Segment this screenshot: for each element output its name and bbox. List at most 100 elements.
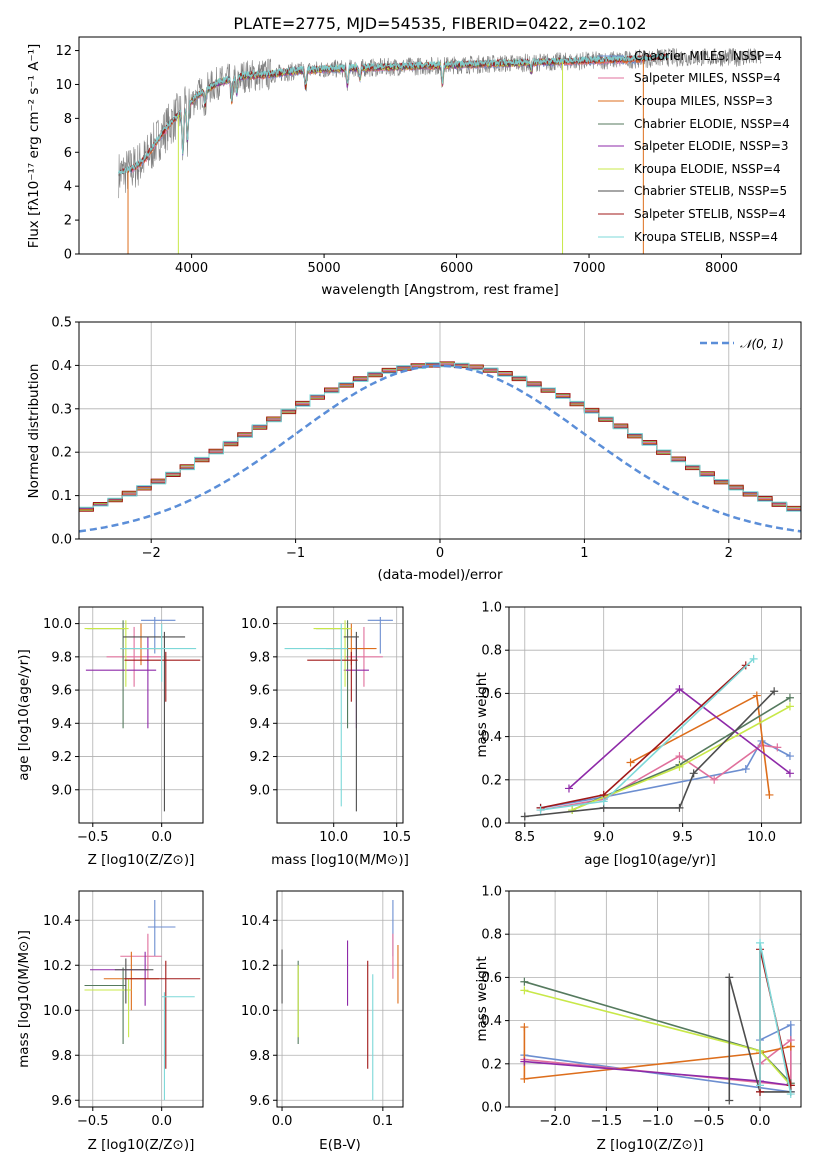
axes-frame: −0.5 0.0 9.0 9.2 9.4 9.6 9.8 10.0 [43, 606, 204, 845]
plot-area [281, 900, 399, 1101]
plot-area [520, 654, 794, 821]
weight-marker [689, 769, 698, 778]
x-tick-label: 8000 [705, 261, 738, 276]
plot-area [118, 47, 762, 254]
mass-vs-metallicity-chart: −0.5 0.0 9.6 9.8 10.0 10.2 10.4 [43, 890, 204, 1129]
weight-marker [741, 765, 750, 773]
plot-area [84, 900, 201, 1101]
weight-marker [675, 803, 684, 812]
x-tick-label: 10.5 [382, 830, 411, 845]
y-tick-label: 9.6 [51, 684, 72, 699]
y-tick-label: 9.8 [249, 1049, 270, 1064]
y-tick-label: 9.6 [51, 1094, 72, 1109]
y-tick-label: 10.0 [241, 617, 270, 632]
y-tick-label: 0.8 [481, 928, 502, 943]
y-tick-label: 8 [64, 112, 72, 127]
x-tick-label: 7000 [572, 261, 605, 276]
x-tick-label: −1 [286, 546, 305, 561]
weight-marker [786, 1020, 795, 1029]
y-tick-label: 0.2 [481, 773, 502, 788]
y-tick-label: 10.2 [43, 959, 72, 974]
axes-frame: 0.0 0.1 9.6 9.8 10.0 10.2 10.4 [241, 890, 404, 1129]
weight-marker [725, 1096, 734, 1105]
weight-vs-age-chart: 8.5 9.0 9.5 10.0 0.0 0.2 0.4 0.6 0.8 1.0 [481, 601, 802, 845]
model-spectrum [177, 57, 563, 154]
weight-marker [752, 691, 761, 700]
mass-z-xlabel: Z [log10(Z/Z⊙)] [88, 1137, 195, 1153]
axes-border [276, 890, 404, 1108]
x-tick-label: −0.5 [77, 1114, 109, 1129]
weight-marker [520, 986, 529, 995]
y-tick-label: 10.0 [43, 617, 72, 632]
legend-entry: Salpeter STELIB, NSSP=4 [634, 207, 786, 221]
weight-z-ylabel: mass weight [474, 956, 490, 1041]
model-spectrum [177, 57, 563, 155]
age-z-ylabel: age [log10(age/yr)] [16, 649, 32, 781]
weight-marker [725, 973, 734, 982]
y-tick-label: 0.1 [51, 489, 72, 504]
y-tick-label: 9.8 [51, 650, 72, 665]
weight-marker [520, 812, 529, 821]
y-tick-label: 0.6 [481, 687, 502, 702]
histogram-xlabel: (data-model)/error [377, 567, 503, 583]
age-vs-metallicity-chart: −0.5 0.0 9.0 9.2 9.4 9.6 9.8 10.0 [43, 606, 204, 845]
axes-border [508, 890, 802, 1108]
mass-ebv-xlabel: E(B-V) [319, 1137, 361, 1153]
weight-marker [757, 741, 766, 750]
weight-marker [599, 797, 608, 806]
y-tick-label: 10.4 [43, 914, 72, 929]
x-tick-label: 10.0 [319, 830, 348, 845]
y-tick-label: 10.4 [241, 914, 270, 929]
weight-line [568, 688, 791, 789]
x-tick-label: −0.5 [77, 830, 109, 845]
plot-area [284, 616, 393, 812]
y-tick-label: 0.0 [481, 817, 502, 832]
y-tick-label: 0.3 [51, 402, 72, 417]
weight-marker [710, 775, 719, 784]
x-tick-label: 8.5 [514, 830, 535, 845]
weight-marker [785, 769, 794, 778]
axes-border [78, 606, 204, 824]
y-tick-label: 0 [64, 248, 72, 263]
age-z-xlabel: Z [log10(Z/Z⊙)] [88, 852, 195, 868]
histogram-ylabel: Normed distribution [26, 364, 42, 499]
legend-entry: Kroupa ELODIE, NSSP=4 [634, 162, 781, 176]
x-tick-label: 0 [436, 546, 444, 561]
y-tick-label: 0.0 [51, 533, 72, 548]
weight-marker [675, 752, 684, 761]
y-tick-label: 0.8 [481, 644, 502, 659]
y-tick-label: 0.4 [481, 1014, 502, 1029]
weight-marker [564, 784, 573, 793]
weight-marker [520, 1023, 529, 1032]
x-tick-label: 0.1 [372, 1114, 393, 1129]
age-mass-xlabel: mass [log10(M/M⊙)] [271, 852, 409, 868]
y-tick-label: 1.0 [481, 601, 502, 616]
mass-vs-ebv-chart: 0.0 0.1 9.6 9.8 10.0 10.2 10.4 [241, 890, 404, 1129]
weight-line [523, 1027, 791, 1080]
x-tick-label: 0.0 [750, 1114, 771, 1129]
weight-line [759, 942, 792, 1095]
age-vs-mass-chart: 10.0 10.5 9.0 9.2 9.4 9.6 9.8 10.0 [241, 606, 411, 845]
weight-marker [786, 1042, 795, 1051]
y-tick-label: 6 [64, 146, 72, 161]
axes-border [276, 606, 404, 824]
plot-area [520, 938, 795, 1105]
x-tick-label: 1 [580, 546, 588, 561]
x-tick-label: 2 [725, 546, 733, 561]
weight-marker [520, 1057, 529, 1066]
plot-area [79, 361, 801, 533]
histogram-legend: 𝒩(0, 1) [700, 337, 784, 351]
weight-marker [786, 1090, 795, 1099]
y-tick-label: 0.2 [51, 446, 72, 461]
normal-curve [79, 364, 801, 533]
histogram-chart: −2 −1 0 1 2 0.0 0.1 0.2 0.3 0.4 0.5 [51, 316, 802, 561]
weight-marker [536, 806, 545, 815]
y-tick-label: 9.8 [249, 650, 270, 665]
y-tick-label: 9.8 [51, 1049, 72, 1064]
weight-age-xlabel: age [log10(age/yr)] [584, 852, 716, 868]
y-tick-label: 0.2 [481, 1057, 502, 1072]
weight-marker [756, 938, 765, 947]
axes-frame: 4000 5000 6000 7000 8000 0 2 4 6 8 10 12 [55, 36, 802, 276]
y-tick-label: 4 [64, 180, 72, 195]
